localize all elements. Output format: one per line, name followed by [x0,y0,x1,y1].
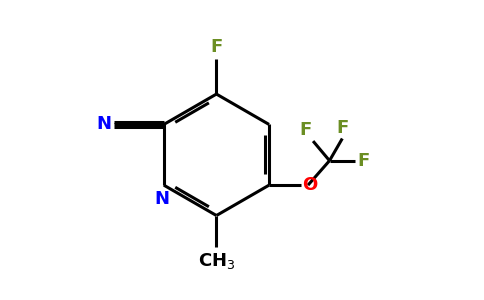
Text: F: F [299,121,311,139]
Text: F: F [336,118,348,136]
Text: O: O [302,176,318,194]
Text: N: N [96,116,111,134]
Text: F: F [357,152,369,170]
Text: CH$_3$: CH$_3$ [198,251,235,271]
Text: N: N [155,190,170,208]
Text: F: F [211,38,223,56]
